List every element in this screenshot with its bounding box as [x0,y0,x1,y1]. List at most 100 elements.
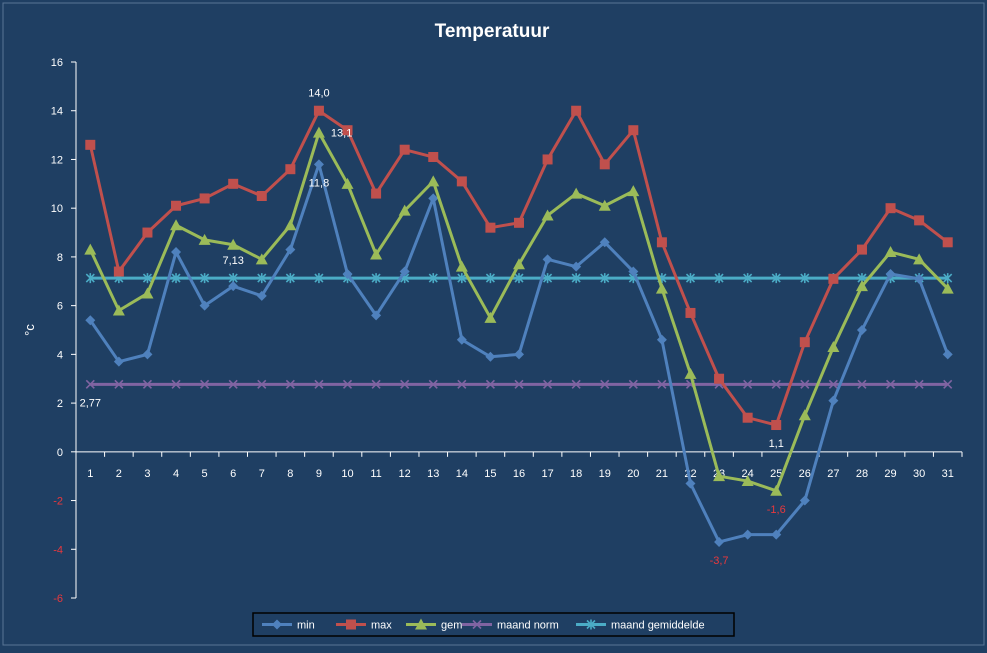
data-point-max [256,191,267,201]
x-tick-label: 19 [599,468,611,480]
legend-marker [472,619,482,630]
data-point-maand-gemiddelde [257,273,267,284]
data-point-gem [255,253,268,265]
y-tick-label: 10 [51,203,63,215]
legend-label: maand gemiddelde [611,620,705,632]
data-point-min [113,356,124,367]
data-point-max [85,139,96,150]
data-point-gem [655,282,668,294]
legend-item-min: min [262,619,315,632]
x-tick-label: 7 [259,468,265,480]
data-point-max [656,237,667,248]
series-maand-norm [85,379,953,389]
x-tick-label: 24 [742,468,754,480]
data-label: -3,7 [710,555,729,567]
data-point-maand-gemiddelde [543,273,553,284]
legend-label: maand norm [497,620,559,632]
data-point-maand-norm [943,379,953,389]
data-point-gem [627,185,640,197]
data-point-maand-norm [342,379,353,389]
y-tick-label: 4 [57,349,63,361]
data-point-gem [84,243,97,255]
data-point-gem [598,199,611,211]
data-point-max [113,266,124,277]
data-point-maand-gemiddelde [943,273,953,284]
data-point-maand-gemiddelde [457,273,467,284]
data-point-maand-norm [257,379,267,389]
data-point-max [371,188,382,199]
data-point-gem [455,260,468,272]
data-point-maand-norm [857,379,867,389]
data-point-min [599,237,610,248]
data-point-max [599,159,610,170]
data-point-gem [398,204,411,216]
data-label: -1,6 [767,504,786,516]
data-point-max [799,337,810,348]
data-point-maand-norm [114,379,124,389]
data-point-min [256,290,267,301]
data-point-maand-norm [314,379,324,389]
data-point-gem [284,219,297,231]
x-tick-label: 9 [316,468,322,480]
legend-label: min [297,620,315,632]
data-label: 14,0 [308,88,329,100]
data-point-maand-norm [743,379,753,389]
legend-item-gem: gem [406,618,462,632]
data-point-max [456,176,467,187]
data-point-max [914,215,925,226]
data-point-min [228,281,239,292]
data-point-maand-norm [171,379,181,389]
legend-box [252,612,735,637]
data-point-gem [684,367,697,379]
data-point-maand-norm [914,379,924,389]
y-tick-label: -4 [53,544,63,556]
x-tick-label: 1 [87,468,93,480]
data-point-maand-gemiddelde [514,273,524,284]
data-point-min [514,349,524,360]
legend: min max gem maand norm maand gemiddelde [252,612,735,637]
x-tick-label: 2 [116,468,122,480]
data-point-min [571,261,582,272]
series-min [85,159,953,547]
data-point-gem [170,219,183,231]
y-tick-label: -6 [53,593,63,605]
y-tick-label: 16 [51,57,63,69]
data-point-max [885,203,896,214]
series-maand-gemiddelde [85,273,953,284]
legend-item-maand-gemiddelde: maand gemiddelde [576,619,705,632]
x-tick-label: 21 [656,468,668,480]
data-point-max [199,193,210,204]
series-lines [84,105,954,547]
x-tick-label: 31 [942,468,954,480]
legend-item-max: max [336,619,392,632]
data-point-max [142,227,153,238]
data-point-min [199,300,210,311]
data-point-maand-gemiddelde [600,273,610,284]
x-tick-label: 17 [541,468,553,480]
data-point-maand-norm [543,379,553,389]
data-point-min [85,315,96,326]
x-tick-label: 28 [856,468,868,480]
data-point-gem [884,246,897,258]
data-point-maand-norm [428,379,438,389]
x-tick-label: 26 [799,468,811,480]
data-point-max [285,164,296,175]
data-point-maand-norm [457,379,467,389]
data-point-min [885,268,896,279]
y-tick-label: 6 [57,301,63,313]
series-max [85,105,953,431]
data-point-gem [941,282,954,294]
data-point-min [628,266,639,277]
x-tick-label: 3 [144,468,150,480]
data-point-maand-norm [285,379,295,389]
data-point-gem [341,177,354,189]
data-point-maand-gemiddelde [571,273,581,284]
chart-title: Temperatuur [435,21,550,42]
data-point-maand-gemiddelde [314,273,324,284]
y-tick-label: 2 [57,398,63,410]
x-tick-label: 14 [456,468,468,480]
data-point-min [542,254,553,265]
